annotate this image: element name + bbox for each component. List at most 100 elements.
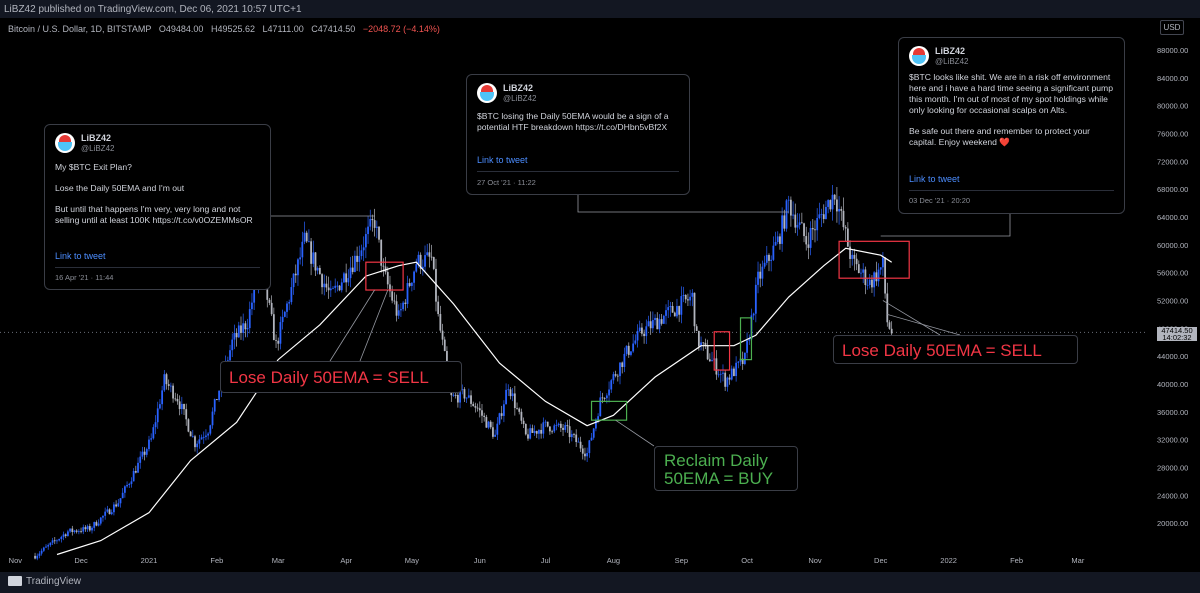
candle-body	[715, 358, 718, 375]
candle-body	[437, 301, 440, 315]
candle-body	[71, 528, 74, 532]
annotation-connector	[880, 212, 1011, 237]
candle-body	[435, 268, 437, 302]
tradingview-logo[interactable]: TradingView	[8, 576, 81, 587]
candle-body	[592, 428, 595, 438]
candle-body	[877, 269, 880, 282]
candle-body	[862, 269, 865, 273]
candle-body	[187, 419, 190, 432]
candle-body	[597, 416, 599, 421]
publish-bar: LiBZ42 published on TradingView.com, Dec…	[0, 0, 1200, 18]
candle-body	[853, 254, 856, 259]
candle-body	[362, 247, 365, 251]
candle-body	[69, 528, 72, 532]
price-tick-label: 24000.00	[1157, 491, 1188, 500]
candle-body	[546, 421, 549, 427]
candle-body	[671, 306, 674, 313]
candle-body	[570, 434, 573, 438]
tweet-date: 16 Apr '21 · 11:44	[55, 273, 114, 282]
candle-body	[113, 504, 115, 513]
candle-body	[380, 239, 383, 266]
candle-body	[152, 427, 155, 439]
candle-body	[882, 257, 884, 268]
candle-body	[866, 284, 869, 286]
candle-body	[691, 292, 694, 297]
candle-body	[97, 523, 100, 526]
candle-body	[430, 256, 433, 258]
time-tick-label: Sep	[675, 556, 688, 565]
candle-body	[770, 259, 773, 261]
candle-body	[167, 384, 170, 386]
candle-body	[838, 208, 840, 212]
candle-body	[700, 342, 702, 347]
candle-body	[844, 227, 847, 229]
tweet-card-risk-off[interactable]: LiBZ42 @LiBZ42 $BTC looks like shit. We …	[898, 37, 1125, 214]
candle-body	[189, 431, 192, 437]
candle-body	[165, 374, 168, 385]
buy-zone-box	[739, 317, 753, 361]
tweet-text: $BTC losing the Daily 50EMA would be a s…	[477, 111, 679, 143]
tweet-card-exit-plan[interactable]: LiBZ42 @LiBZ42 My $BTC Exit Plan? Lose t…	[44, 124, 271, 290]
candle-body	[494, 434, 497, 437]
candle-body	[687, 299, 689, 301]
tweet-text: My $BTC Exit Plan? Lose the Daily 50EMA …	[55, 162, 260, 236]
candle-body	[544, 421, 547, 423]
tweet-paragraph: $BTC losing the Daily 50EMA would be a s…	[477, 111, 669, 132]
price-tick-label: 20000.00	[1157, 519, 1188, 528]
candle-body	[369, 218, 372, 227]
candle-body	[205, 435, 207, 437]
candle-body	[605, 395, 608, 399]
candle-body	[123, 486, 126, 493]
symbol-title[interactable]: Bitcoin / U.S. Dollar, 1D, BITSTAMP	[8, 24, 152, 34]
candle-body	[603, 398, 606, 399]
candle-body	[513, 393, 516, 408]
candle-body	[202, 436, 205, 438]
candle-body	[169, 385, 172, 387]
candle-body	[467, 395, 470, 398]
candle-body	[191, 436, 194, 438]
candle-body	[811, 227, 814, 230]
time-tick-label: Jun	[474, 556, 486, 565]
link-to-tweet[interactable]: Link to tweet	[477, 155, 528, 165]
candle-body	[763, 262, 766, 267]
candle-body	[761, 266, 764, 279]
candle-body	[759, 271, 762, 279]
link-to-tweet[interactable]: Link to tweet	[55, 251, 106, 261]
candle-body	[91, 527, 93, 531]
candle-body	[540, 429, 543, 434]
annotation-connector	[615, 419, 655, 447]
candle-body	[279, 322, 282, 344]
candle-body	[292, 273, 295, 288]
candle-body	[60, 536, 63, 540]
candle-body	[566, 425, 569, 427]
time-tick-label: Aug	[607, 556, 620, 565]
last-price-value: 47414.50	[1161, 326, 1193, 335]
publish-info: LiBZ42 published on TradingView.com, Dec…	[4, 4, 302, 15]
price-tick-label: 68000.00	[1157, 185, 1188, 194]
currency-badge[interactable]: USD	[1160, 20, 1184, 35]
candles	[34, 184, 893, 561]
candle-body	[163, 374, 166, 391]
link-to-tweet[interactable]: Link to tweet	[909, 174, 960, 184]
candle-body	[297, 259, 299, 276]
candle-body	[590, 437, 593, 441]
candle-body	[800, 222, 803, 224]
tweet-card-htf-breakdown[interactable]: LiBZ42 @LiBZ42 $BTC losing the Daily 50E…	[466, 74, 690, 195]
candle-body	[303, 232, 306, 242]
candle-body	[595, 420, 597, 429]
candle-body	[816, 218, 819, 231]
candle-body	[573, 434, 575, 435]
candle-body	[329, 288, 332, 291]
candle-body	[496, 423, 499, 435]
last-price-label: 47414.50 14:02:32	[1157, 327, 1197, 341]
candle-body	[62, 534, 65, 537]
candle-body	[601, 397, 604, 399]
candle-body	[860, 272, 862, 274]
candle-body	[638, 327, 641, 331]
candle-body	[84, 527, 87, 530]
candle-body	[283, 311, 286, 317]
candle-body	[73, 530, 76, 532]
candle-body	[358, 256, 361, 262]
time-tick-label: Mar	[1071, 556, 1084, 565]
